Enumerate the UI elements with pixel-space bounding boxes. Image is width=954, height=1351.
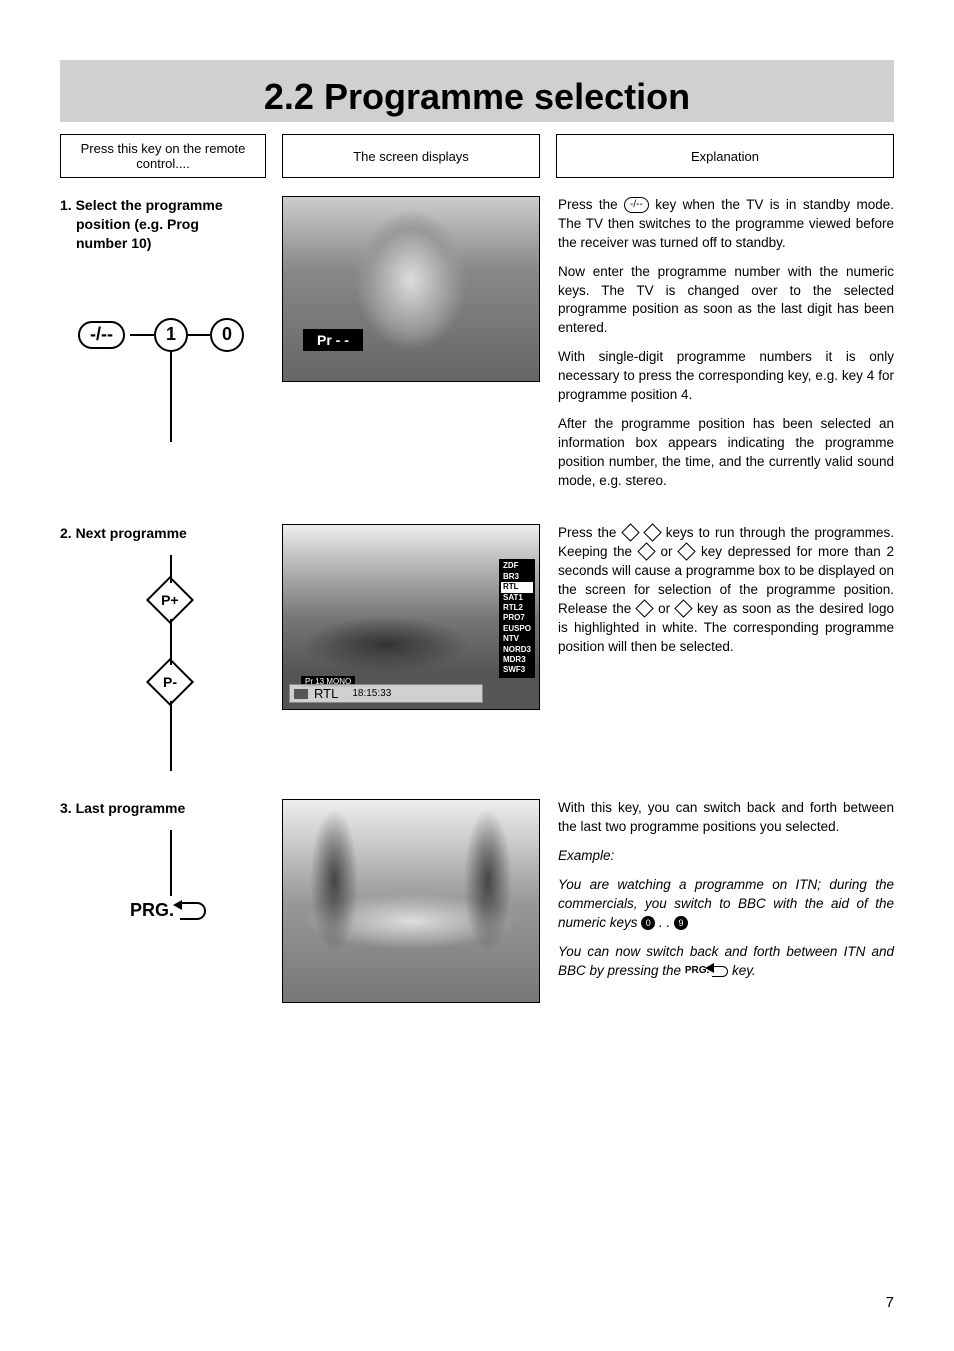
p-up-icon bbox=[635, 599, 653, 617]
num-0-icon: 0 bbox=[641, 916, 655, 930]
return-arrow-icon bbox=[180, 902, 206, 920]
step2-explanation: Press the keys to run through the progra… bbox=[558, 524, 894, 775]
info-bar: RTL 18:15:33 bbox=[289, 684, 483, 703]
key-p-plus: P+ bbox=[146, 576, 194, 624]
section-1: 1. Select the programme position (e.g. P… bbox=[60, 196, 894, 500]
p-down-icon bbox=[643, 524, 661, 542]
dash-icon: -/-- bbox=[624, 197, 649, 213]
num-9-icon: 9 bbox=[674, 916, 688, 930]
key-one: 1 bbox=[154, 318, 188, 352]
key-prg: PRG. bbox=[130, 900, 206, 921]
p-up-icon bbox=[621, 524, 639, 542]
key-dash: -/-- bbox=[78, 321, 125, 349]
step2-keys-diagram: P+ P- bbox=[60, 555, 266, 775]
channel-list: ZDF BR3 RTL SAT1 RTL2 PRO7 EUSPO NTV NOR… bbox=[499, 559, 535, 677]
pr-label: Pr - - bbox=[303, 329, 363, 351]
p-down-icon bbox=[678, 543, 696, 561]
key-p-minus: P- bbox=[146, 658, 194, 706]
prg-inline-icon: PRG. bbox=[685, 964, 728, 978]
header-col2: The screen displays bbox=[282, 134, 540, 178]
p-down-icon bbox=[674, 599, 692, 617]
page-number: 7 bbox=[886, 1294, 894, 1311]
title-bar: 2.2 Programme selection bbox=[60, 60, 894, 122]
example-label: Example: bbox=[558, 847, 894, 866]
step3-explanation: With this key, you can switch back and f… bbox=[558, 799, 894, 1003]
section-2: 2. Next programme P+ P- ZDF BR3 RTL SAT1… bbox=[60, 524, 894, 775]
column-headers: Press this key on the remote control....… bbox=[60, 134, 894, 178]
step2-title: 2. Next programme bbox=[60, 524, 266, 543]
step1-keys-diagram: -/-- 1 0 bbox=[60, 265, 266, 445]
step1-explanation: Press the -/-- key when the TV is in sta… bbox=[558, 196, 894, 500]
step1-screen: Pr - - bbox=[282, 196, 540, 382]
page-title: 2.2 Programme selection bbox=[264, 76, 690, 118]
step1-title: 1. Select the programme position (e.g. P… bbox=[60, 196, 266, 253]
header-col1: Press this key on the remote control.... bbox=[60, 134, 266, 178]
p-up-icon bbox=[637, 543, 655, 561]
header-col3: Explanation bbox=[556, 134, 894, 178]
step2-screen: ZDF BR3 RTL SAT1 RTL2 PRO7 EUSPO NTV NOR… bbox=[282, 524, 540, 710]
speaker-icon bbox=[294, 689, 308, 699]
step3-keys-diagram: PRG. bbox=[60, 830, 266, 990]
step3-screen bbox=[282, 799, 540, 1003]
section-3: 3. Last programme PRG. With this key, yo… bbox=[60, 799, 894, 1003]
step3-title: 3. Last programme bbox=[60, 799, 266, 818]
key-zero: 0 bbox=[210, 318, 244, 352]
